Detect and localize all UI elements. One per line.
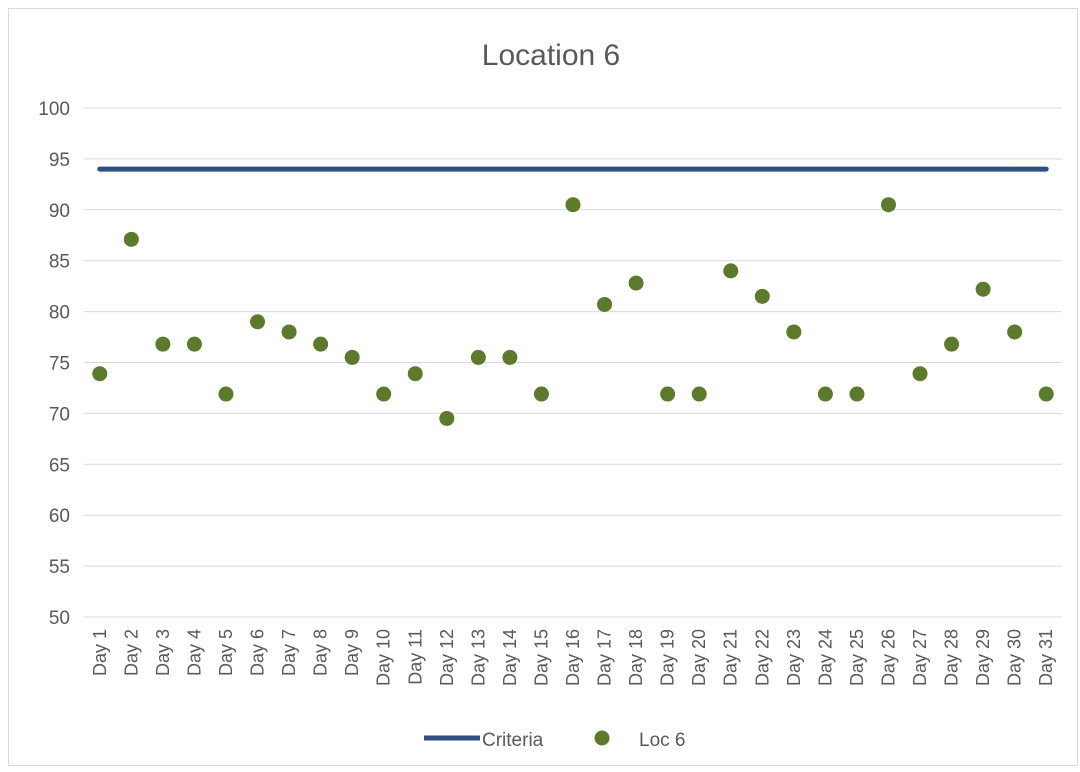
y-tick-label: 95 — [49, 150, 70, 171]
loc6-point — [1038, 386, 1054, 402]
y-tick-label: 60 — [49, 506, 70, 527]
legend: Criteria Loc 6 — [424, 730, 685, 751]
x-axis-tick-labels: Day 1 Day 2 Day 3 Day 4 Day 5 Day 6 Day 7 Day 8… — [90, 629, 1056, 686]
x-tick-label: Day 25 — [847, 629, 867, 686]
loc6-point — [849, 386, 865, 402]
loc6-point — [597, 296, 613, 312]
y-tick-label: 90 — [49, 201, 70, 222]
x-tick-label: Day 3 — [153, 629, 173, 676]
x-tick-label: Day 15 — [531, 629, 551, 686]
x-tick-label: Day 4 — [184, 629, 204, 676]
loc6-point — [533, 386, 549, 402]
x-tick-label: Day 10 — [374, 629, 394, 686]
x-tick-label: Day 28 — [942, 629, 962, 686]
x-tick-label: Day 20 — [689, 629, 709, 686]
x-tick-label: Day 27 — [910, 629, 930, 686]
x-tick-label: Day 30 — [1005, 629, 1025, 686]
legend-loc6-swatch — [594, 730, 610, 746]
loc6-point — [754, 288, 770, 304]
y-tick-label: 80 — [49, 303, 70, 324]
loc6-point — [92, 366, 108, 382]
x-tick-label: Day 17 — [595, 629, 615, 686]
y-tick-label: 50 — [49, 608, 70, 629]
scatter-chart: Location 6 50 55 60 65 70 75 80 85 90 95 100 Day 1… — [38, 39, 1062, 751]
loc6-point — [912, 366, 928, 382]
series-layer — [92, 166, 1054, 426]
x-tick-label: Day 8 — [311, 629, 331, 676]
x-tick-label: Day 13 — [468, 629, 488, 686]
chart-title: Location 6 — [482, 39, 620, 72]
x-tick-label: Day 2 — [121, 629, 141, 676]
loc6-point — [565, 197, 581, 213]
x-tick-label: Day 19 — [658, 629, 678, 686]
x-tick-label: Day 1 — [90, 629, 110, 676]
loc6-point — [502, 349, 518, 365]
x-tick-label: Day 12 — [437, 629, 457, 686]
x-tick-label: Day 26 — [878, 629, 898, 686]
loc6-point — [155, 336, 171, 352]
legend-loc6-label: Loc 6 — [639, 730, 685, 751]
y-tick-label: 65 — [49, 455, 70, 476]
loc6-point — [628, 275, 644, 291]
x-tick-label: Day 16 — [563, 629, 583, 686]
x-tick-label: Day 31 — [1036, 629, 1056, 686]
x-tick-label: Day 21 — [721, 629, 741, 686]
loc6-point — [975, 281, 991, 297]
loc6-point — [250, 314, 266, 330]
x-tick-label: Day 6 — [248, 629, 268, 676]
chart-container: Location 6 50 55 60 65 70 75 80 85 90 95 100 Day 1… — [8, 8, 1078, 766]
loc6-point — [691, 386, 707, 402]
loc6-point — [660, 386, 676, 402]
x-tick-label: Day 18 — [626, 629, 646, 686]
x-tick-label: Day 29 — [973, 629, 993, 686]
x-tick-label: Day 22 — [752, 629, 772, 686]
y-axis-tick-labels: 50 55 60 65 70 75 80 85 90 95 100 — [38, 99, 70, 629]
x-tick-label: Day 23 — [784, 629, 804, 686]
x-tick-label: Day 9 — [342, 629, 362, 676]
x-tick-label: Day 24 — [815, 629, 835, 686]
loc6-point — [344, 349, 360, 365]
loc6-point — [786, 324, 802, 340]
loc6-point — [218, 386, 234, 402]
y-tick-label: 55 — [49, 557, 70, 578]
gridlines — [84, 107, 1062, 618]
y-tick-label: 85 — [49, 252, 70, 273]
loc6-point — [123, 231, 139, 247]
loc6-point — [313, 336, 329, 352]
loc6-point — [817, 386, 833, 402]
x-tick-label: Day 7 — [279, 629, 299, 676]
legend-criteria-label: Criteria — [482, 730, 544, 751]
loc6-point — [1007, 324, 1023, 340]
loc6-point — [439, 410, 455, 426]
loc6-point — [407, 366, 423, 382]
y-tick-label: 70 — [49, 404, 70, 425]
loc6-point — [281, 324, 297, 340]
x-tick-label: Day 5 — [216, 629, 236, 676]
loc6-point — [376, 386, 392, 402]
y-tick-label: 100 — [38, 99, 70, 120]
x-tick-label: Day 11 — [405, 629, 425, 685]
x-tick-label: Day 14 — [500, 629, 520, 686]
loc6-point — [880, 197, 896, 213]
loc6-point — [944, 336, 960, 352]
loc6-point — [186, 336, 202, 352]
loc6-point — [470, 349, 486, 365]
y-tick-label: 75 — [49, 354, 70, 375]
loc6-point — [723, 263, 739, 279]
